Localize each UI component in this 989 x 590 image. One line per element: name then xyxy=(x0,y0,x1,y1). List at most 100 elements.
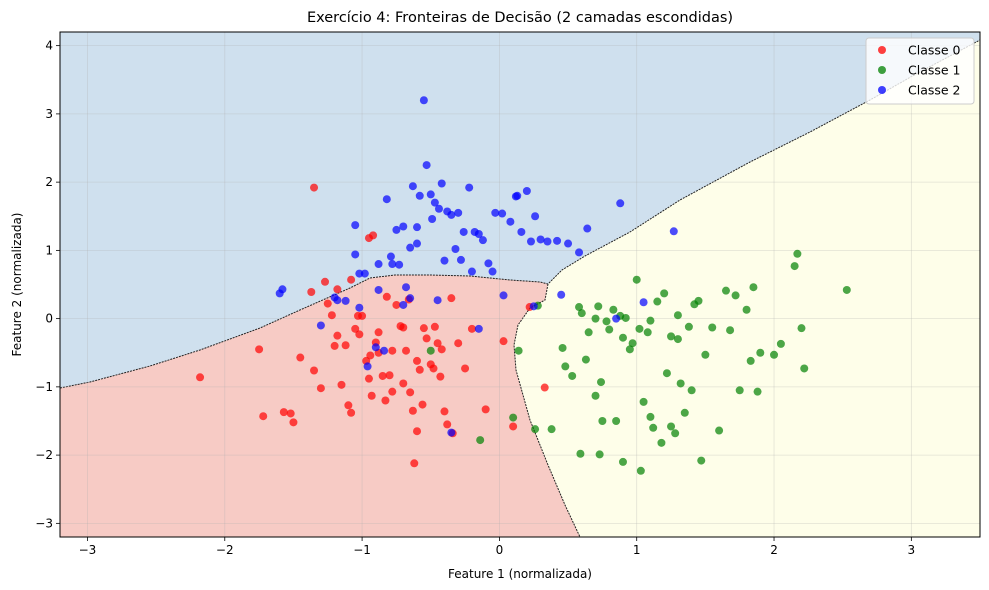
point-classe-2 xyxy=(413,223,422,232)
point-classe-0 xyxy=(341,341,350,350)
point-classe-1 xyxy=(561,362,570,371)
point-classe-2 xyxy=(399,300,408,309)
point-classe-1 xyxy=(602,317,611,326)
scatter-points xyxy=(196,96,851,475)
point-classe-1 xyxy=(746,356,755,365)
point-classe-1 xyxy=(694,296,703,305)
point-classe-1 xyxy=(726,326,735,335)
point-classe-2 xyxy=(517,227,526,236)
point-classe-1 xyxy=(576,449,585,458)
point-classe-2 xyxy=(447,428,456,437)
point-classe-2 xyxy=(612,314,621,323)
point-classe-1 xyxy=(643,328,652,337)
y-tick-label: −1 xyxy=(35,380,53,394)
point-classe-2 xyxy=(564,239,573,248)
point-classe-0 xyxy=(481,405,490,414)
point-classe-0 xyxy=(408,406,417,415)
point-classe-2 xyxy=(351,250,360,259)
point-classe-0 xyxy=(422,334,431,343)
point-classe-0 xyxy=(392,300,401,309)
point-classe-1 xyxy=(660,289,669,298)
point-classe-1 xyxy=(605,325,614,334)
point-classe-1 xyxy=(687,386,696,395)
point-classe-0 xyxy=(323,299,332,308)
point-classe-0 xyxy=(415,365,424,374)
point-classe-0 xyxy=(437,345,446,354)
point-classe-1 xyxy=(649,423,658,432)
point-classe-1 xyxy=(595,450,604,459)
point-classe-1 xyxy=(793,249,802,258)
point-classe-1 xyxy=(715,426,724,435)
point-classe-2 xyxy=(456,255,465,264)
y-tick-label: 0 xyxy=(45,312,53,326)
point-classe-0 xyxy=(333,331,342,340)
point-classe-1 xyxy=(581,355,590,364)
point-classe-1 xyxy=(639,397,648,406)
chart-title: Exercício 4: Fronteiras de Decisão (2 ca… xyxy=(307,10,733,26)
point-classe-2 xyxy=(529,302,538,311)
point-classe-2 xyxy=(467,267,476,276)
point-classe-2 xyxy=(380,346,389,355)
x-tick-label: −3 xyxy=(79,543,97,557)
point-classe-2 xyxy=(433,296,442,305)
point-classe-2 xyxy=(360,269,369,278)
point-classe-0 xyxy=(509,422,518,431)
point-classe-0 xyxy=(347,275,356,284)
point-classe-2 xyxy=(351,221,360,230)
point-classe-1 xyxy=(708,323,717,332)
point-classe-1 xyxy=(636,466,645,475)
point-classe-0 xyxy=(374,328,383,337)
point-classe-1 xyxy=(673,311,682,320)
point-classe-2 xyxy=(408,182,417,191)
point-classe-0 xyxy=(289,418,298,427)
point-classe-2 xyxy=(440,256,449,265)
point-classe-2 xyxy=(522,187,531,196)
x-tick-label: 2 xyxy=(770,543,778,557)
x-tick-label: −1 xyxy=(353,543,371,557)
point-classe-0 xyxy=(413,427,422,436)
y-tick-label: 2 xyxy=(45,175,53,189)
point-classe-2 xyxy=(553,236,562,245)
point-classe-0 xyxy=(344,401,353,410)
plot-frame xyxy=(59,31,981,538)
point-classe-0 xyxy=(351,324,360,333)
point-classe-2 xyxy=(382,195,391,204)
point-classe-2 xyxy=(316,321,325,330)
point-classe-2 xyxy=(465,183,474,192)
point-classe-2 xyxy=(478,236,487,245)
point-classe-2 xyxy=(639,298,648,307)
point-classe-0 xyxy=(499,337,508,346)
point-classe-0 xyxy=(429,364,438,373)
point-classe-2 xyxy=(543,237,552,246)
point-classe-1 xyxy=(671,429,680,438)
point-classe-2 xyxy=(413,239,422,248)
point-classe-0 xyxy=(440,407,449,416)
region-classe-2 xyxy=(60,32,980,388)
point-classe-0 xyxy=(461,364,470,373)
point-classe-2 xyxy=(392,225,401,234)
point-classe-0 xyxy=(419,324,428,333)
point-classe-2 xyxy=(491,208,500,217)
point-classe-2 xyxy=(536,235,545,244)
point-classe-2 xyxy=(430,198,439,207)
point-classe-2 xyxy=(406,243,415,252)
point-classe-1 xyxy=(426,346,435,355)
point-classe-1 xyxy=(735,386,744,395)
point-classe-2 xyxy=(575,248,584,257)
point-classe-0 xyxy=(378,371,387,380)
point-classe-1 xyxy=(575,303,584,312)
point-classe-0 xyxy=(418,400,427,409)
point-classe-2 xyxy=(557,290,566,299)
point-classe-0 xyxy=(382,292,391,301)
point-classe-1 xyxy=(594,302,603,311)
point-classe-2 xyxy=(428,214,437,223)
point-classe-0 xyxy=(196,373,205,382)
point-classe-0 xyxy=(410,459,419,468)
y-axis-label: Feature 2 (normalizada) xyxy=(10,213,24,357)
point-classe-0 xyxy=(436,372,445,381)
point-classe-0 xyxy=(347,408,356,417)
point-classe-0 xyxy=(353,311,362,320)
point-classe-0 xyxy=(430,322,439,331)
point-classe-2 xyxy=(616,199,625,208)
y-tick-label: −3 xyxy=(35,516,53,530)
